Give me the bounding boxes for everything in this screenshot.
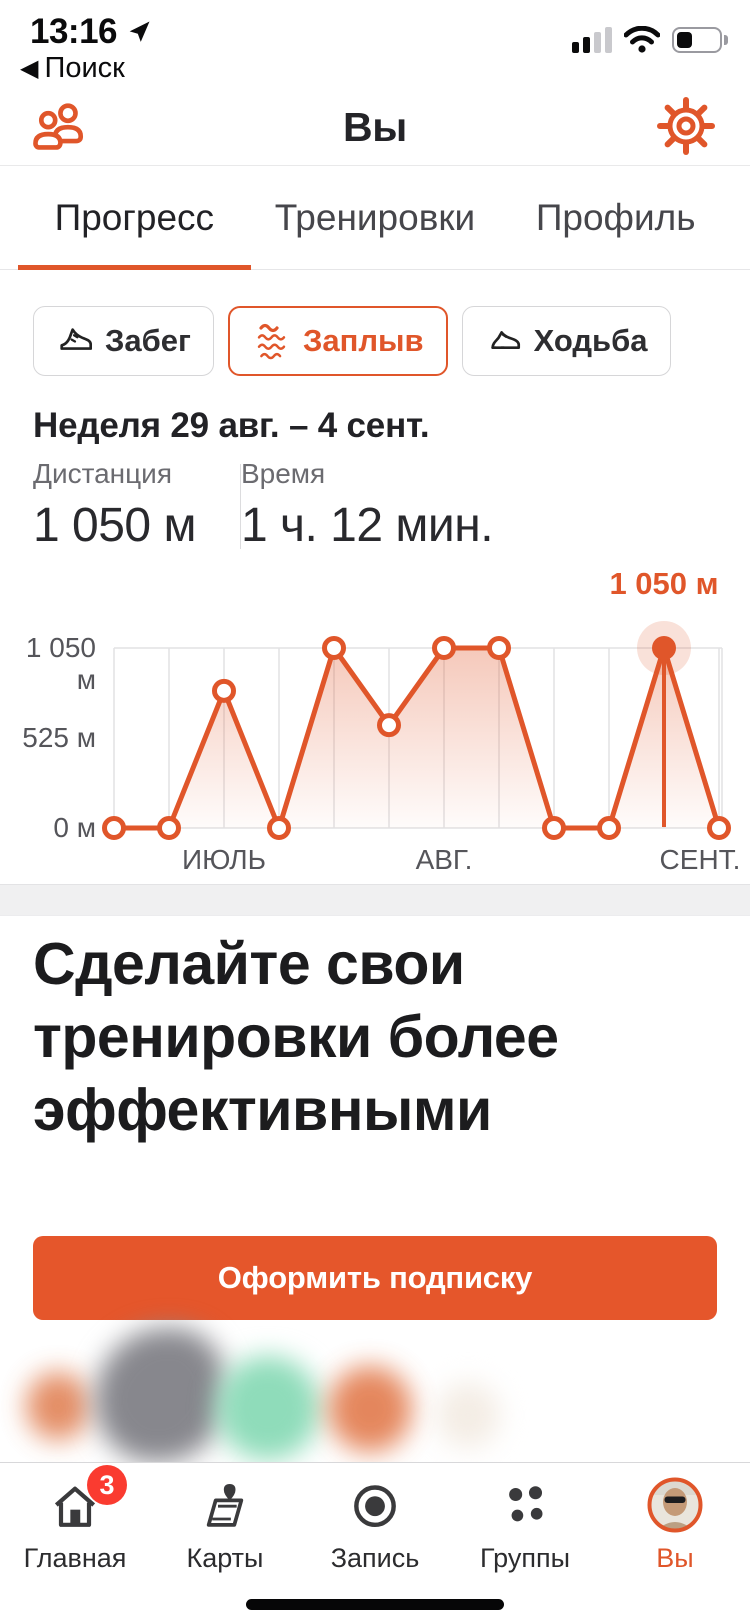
tab-profile-label: Профиль [535, 197, 696, 238]
blurred-avatar-5 [436, 1382, 500, 1448]
maps-icon [206, 1484, 244, 1527]
chip-walk[interactable]: Ходьба [461, 306, 671, 376]
location-arrow-icon [129, 21, 150, 42]
home-icon [54, 1486, 96, 1527]
friends-button[interactable] [32, 100, 90, 157]
nav-you-label: Вы [656, 1543, 694, 1573]
notification-badge: 3 [87, 1465, 127, 1505]
back-to-app-link[interactable]: ◀ Поиск [20, 52, 125, 85]
running-shoe-icon [60, 328, 93, 350]
back-triangle-icon: ◀ [20, 55, 39, 82]
line-chart-plot[interactable] [102, 621, 731, 840]
stat-time-value: 1 ч. 12 мин. [240, 499, 494, 552]
blurred-avatar-2 [95, 1328, 225, 1462]
nav-record-label: Запись [330, 1543, 420, 1573]
y-tick-label: 0 м [53, 812, 96, 843]
tab-progress[interactable]: Прогресс [14, 167, 255, 270]
x-tick-label: СЕНТ. [659, 844, 741, 875]
nav-you[interactable]: Вы [600, 1463, 750, 1624]
y-tick-label: 525 м [22, 722, 96, 753]
status-bar-time: 13:16 [30, 12, 153, 52]
tab-profile[interactable]: Профиль [495, 167, 736, 269]
nav-home[interactable]: 3 Главная [0, 1463, 150, 1624]
stat-distance-label: Дистанция [33, 458, 172, 489]
weekly-distance-chart[interactable]: 1 050 м 1 050 м 525 м 0 м ИЮЛЬ АВГ. СЕНТ. [0, 556, 750, 886]
x-tick-label: АВГ. [415, 844, 473, 875]
promo-heading: Сделайте свои тренировки более эффективн… [33, 931, 559, 1143]
status-icons [572, 26, 728, 53]
swim-waves-icon [257, 323, 286, 360]
nav-maps[interactable]: Карты [150, 1463, 300, 1624]
nav-groups-label: Группы [480, 1543, 570, 1573]
clock: 13:16 [30, 12, 118, 51]
tab-workouts-label: Тренировки [274, 197, 476, 238]
stat-time-label: Время [240, 458, 326, 489]
subscribe-button[interactable]: Оформить подписку [33, 1236, 717, 1320]
cellular-signal-icon [572, 26, 612, 53]
chip-swim[interactable]: Заплыв [227, 306, 448, 376]
selected-point-label: 1 050 м [609, 566, 719, 601]
weekly-stats: Дистанция 1 050 м Время 1 ч. 12 мин. [33, 458, 494, 553]
people-icon [33, 103, 84, 150]
y-tick-label: 1 050 м [25, 632, 96, 695]
stat-distance-value: 1 050 м [33, 499, 196, 552]
record-icon [354, 1485, 396, 1528]
chip-run[interactable]: Забег [33, 306, 214, 376]
stat-distance: Дистанция 1 050 м [33, 458, 196, 553]
blurred-avatar-3 [216, 1356, 320, 1460]
tab-progress-label: Прогресс [54, 197, 215, 238]
nav-maps-label: Карты [186, 1543, 264, 1573]
blurred-avatar-1 [26, 1372, 90, 1440]
nav-groups[interactable]: Группы [450, 1463, 600, 1624]
nav-record[interactable]: Запись [300, 1463, 450, 1624]
bottom-tab-bar: 3 Главная Карты Запись [0, 1462, 750, 1624]
chip-walk-label: Ходьба [533, 323, 648, 358]
gear-icon [657, 97, 715, 155]
section-divider-band [0, 884, 750, 916]
nav-home-label: Главная [23, 1543, 127, 1573]
home-indicator[interactable] [246, 1599, 504, 1610]
stats-divider [239, 464, 241, 549]
page-title: Вы [342, 104, 408, 150]
chip-run-label: Забег [105, 323, 191, 358]
battery-icon [672, 26, 728, 53]
tab-workouts[interactable]: Тренировки [255, 167, 496, 269]
chip-swim-label: Заплыв [302, 323, 424, 358]
groups-icon [509, 1486, 543, 1522]
top-tabs: Прогресс Тренировки Профиль [0, 167, 750, 270]
wifi-icon [624, 26, 660, 53]
profile-avatar [647, 1477, 703, 1533]
active-tab-underline [18, 265, 251, 270]
app-header: Вы [0, 88, 750, 166]
blurred-avatar-4 [328, 1366, 412, 1452]
sport-filter-chips: Забег Заплыв Ходьба [33, 306, 671, 376]
settings-button[interactable] [656, 96, 716, 161]
x-tick-label: ИЮЛЬ [182, 844, 266, 875]
walking-shoe-icon [490, 331, 520, 349]
back-app-label: Поиск [44, 52, 125, 84]
stat-time: Время 1 ч. 12 мин. [240, 458, 494, 553]
week-range-title: Неделя 29 авг. – 4 сент. [33, 406, 430, 445]
